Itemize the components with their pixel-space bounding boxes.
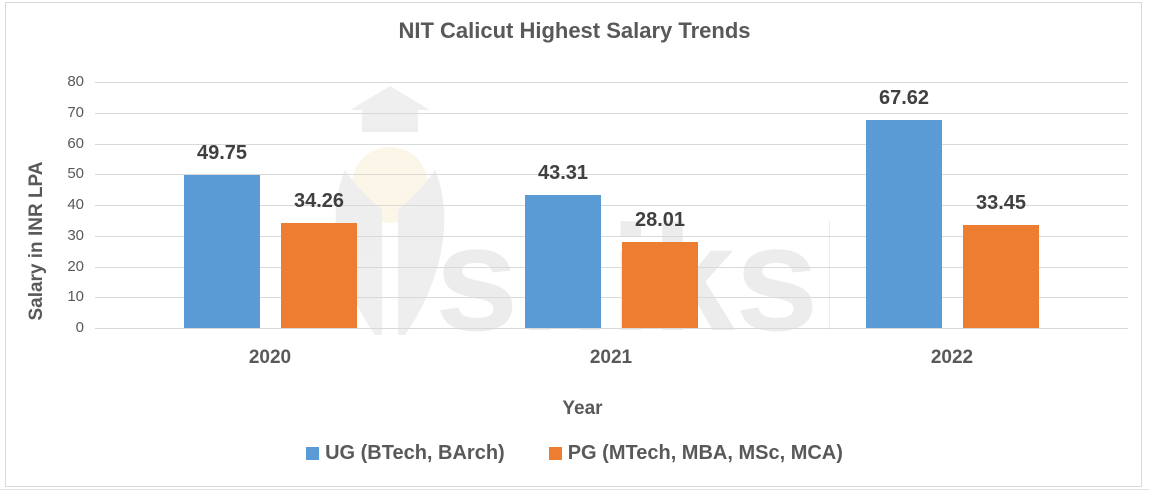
- legend-swatch-pg-icon: [548, 447, 562, 460]
- x-tick-label: 2020: [248, 347, 292, 368]
- y-tick-label: 20: [67, 258, 84, 275]
- ug-bar-2022[interactable]: [866, 120, 942, 328]
- data-label: 28.01: [634, 209, 686, 231]
- legend: UG (BTech, BArch) PG (MTech, MBA, MSc, M…: [0, 442, 1149, 465]
- ug-bar-2021[interactable]: [525, 195, 601, 328]
- y-tick-label: 80: [67, 73, 84, 90]
- data-label: 67.62: [878, 87, 930, 109]
- legend-label-ug: UG (BTech, BArch): [325, 442, 505, 464]
- y-tick-label: 70: [67, 104, 84, 121]
- gridline: [95, 113, 1128, 114]
- y-tick-label: 60: [67, 135, 84, 152]
- gridline: [95, 328, 1128, 329]
- x-axis-label: Year: [562, 398, 603, 419]
- gridline: [95, 174, 1128, 175]
- data-label: 33.45: [975, 192, 1027, 214]
- y-tick-label: 50: [67, 165, 84, 182]
- pg-bar-2021[interactable]: [622, 242, 698, 328]
- chart-title: NIT Calicut Highest Salary Trends: [398, 18, 751, 43]
- gridline: [95, 267, 1128, 268]
- x-tick-label: 2021: [589, 347, 633, 368]
- data-label: 34.26: [293, 190, 345, 212]
- legend-item-ug[interactable]: UG (BTech, BArch): [306, 442, 505, 465]
- x-tick-label: 2022: [930, 347, 974, 368]
- y-tick-label: 30: [67, 227, 84, 244]
- y-tick-label: 0: [75, 319, 84, 336]
- gridline: [95, 82, 1128, 83]
- data-label: 49.75: [196, 142, 248, 164]
- divider: [0, 489, 1149, 490]
- legend-label-pg: PG (MTech, MBA, MSc, MCA): [567, 442, 843, 464]
- y-tick-label: 10: [67, 288, 84, 305]
- gridline: [95, 205, 1128, 206]
- data-label: 43.31: [537, 162, 589, 184]
- pg-bar-2020[interactable]: [281, 223, 357, 328]
- ug-bar-2020[interactable]: [184, 175, 260, 328]
- legend-item-pg[interactable]: PG (MTech, MBA, MSc, MCA): [548, 442, 843, 465]
- pg-bar-2022[interactable]: [963, 225, 1039, 328]
- gridline: [95, 144, 1128, 145]
- y-axis-label: Salary in INR LPA: [26, 161, 47, 321]
- gridline: [95, 236, 1128, 237]
- gridline: [95, 297, 1128, 298]
- legend-swatch-ug-icon: [306, 447, 320, 460]
- y-tick-label: 40: [67, 196, 84, 213]
